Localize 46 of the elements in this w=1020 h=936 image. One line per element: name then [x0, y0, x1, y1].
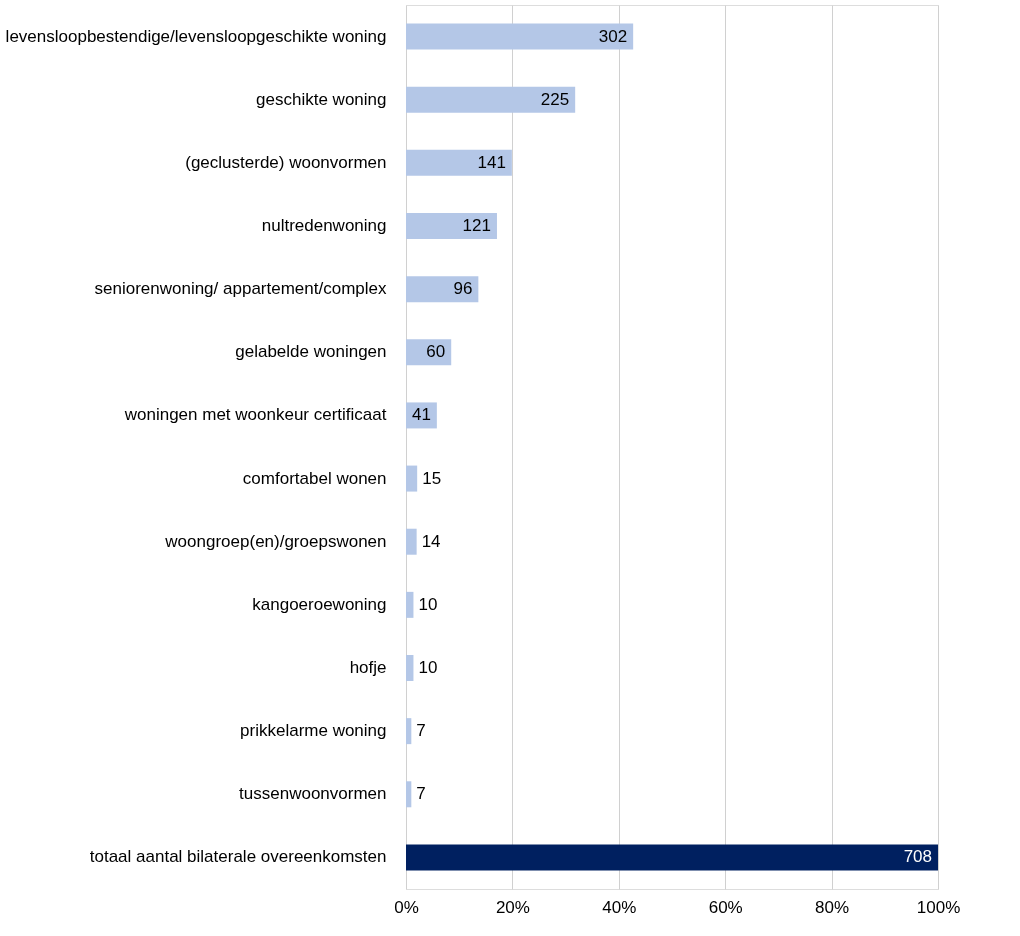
bar	[406, 23, 634, 50]
y-tick-label: (geclusterde) woonvormen	[185, 152, 387, 172]
annotation: 60	[426, 342, 446, 362]
y-tick-label: comfortabel wonen	[242, 468, 387, 488]
annotation: 7	[416, 721, 426, 741]
y-tick-label: gelabelde woningen	[235, 342, 387, 362]
annotation: 15	[422, 468, 442, 488]
annotation: 41	[411, 405, 431, 425]
y-tick-label: geschikte woning	[256, 89, 387, 109]
y-tick-label: kangoeroewoning	[252, 594, 387, 614]
bar	[406, 591, 414, 618]
annotation: 708	[903, 847, 932, 867]
bar	[406, 781, 412, 808]
annotation: 96	[453, 279, 473, 299]
annotation: 121	[462, 216, 491, 235]
annotation: 10	[418, 594, 438, 614]
bar	[406, 276, 479, 303]
bar	[406, 465, 418, 492]
y-tick-label: hofje	[349, 658, 387, 677]
y-tick-label: woongroep(en)/groepswonen	[164, 531, 387, 551]
annotation: 7	[416, 784, 426, 804]
bar	[406, 655, 414, 681]
x-tick-label: 80%	[815, 897, 850, 917]
y-tick-label: nultredenwoning	[261, 216, 387, 235]
bar	[406, 844, 938, 871]
bar	[406, 528, 417, 555]
annotation: 10	[418, 658, 438, 677]
x-tick-label: 100%	[916, 897, 961, 917]
y-tick-label: prikkelarme woning	[240, 721, 387, 741]
x-tick-label: 60%	[708, 897, 743, 917]
x-tick-label: 0%	[394, 897, 419, 917]
y-tick-label: levensloopbestendige/levensloopgeschikte woning	[5, 26, 387, 46]
annotation: 14	[421, 531, 441, 551]
bar	[406, 86, 576, 113]
y-tick-label: woningen met woonkeur certificaat	[123, 405, 387, 425]
x-tick-label: 40%	[602, 897, 637, 917]
bar	[406, 213, 497, 239]
annotation: 225	[540, 89, 570, 109]
y-tick-label: totaal aantal bilaterale overeenkomsten	[89, 847, 387, 867]
x-tick-label: 20%	[495, 897, 530, 917]
bar	[406, 149, 512, 176]
y-tick-label: seniorenwoning/ appartement/complex	[94, 279, 387, 299]
y-tick-label: tussenwoonvormen	[239, 784, 387, 804]
bar	[406, 718, 412, 745]
annotation: 141	[477, 152, 506, 172]
annotation: 302	[598, 26, 628, 46]
